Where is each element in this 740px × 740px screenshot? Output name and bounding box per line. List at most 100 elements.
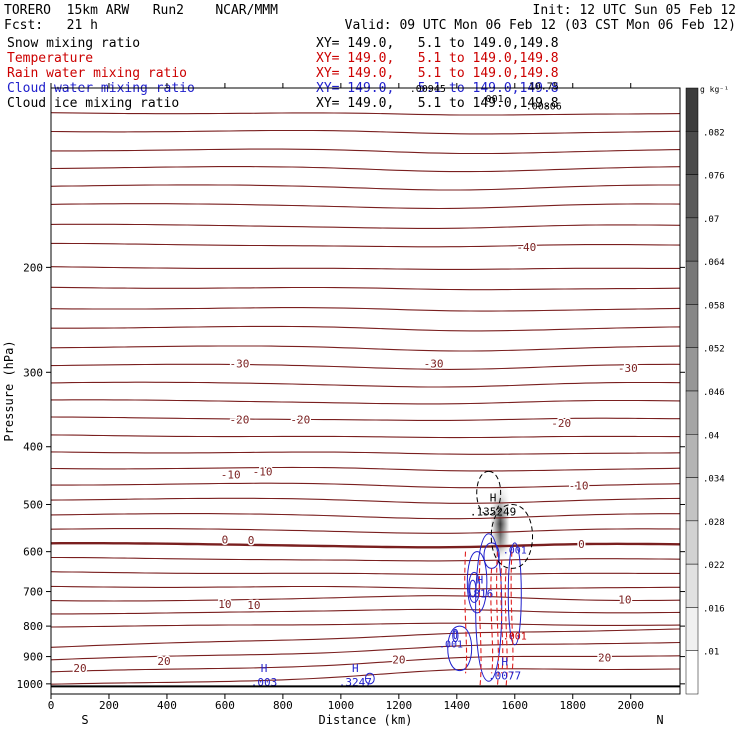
colorbar-swatch [685,131,699,175]
x-tick-label: 1200 [386,699,413,712]
plot-frame [50,87,681,695]
isotherm-label: 20 [157,655,170,668]
y-tick-label: 700 [23,586,43,599]
y-tick-label: 200 [23,261,43,274]
rain-contour [490,568,494,674]
isotherm-label: -20 [551,417,571,430]
colorbar-swatch [685,260,699,305]
colorbar-tick-label: .082 [703,128,725,138]
colorbar-tick-label: .034 [703,475,725,485]
colorbar-swatch [685,347,699,392]
contour-value-label: .00806 [526,102,562,113]
isotherm-line [50,542,681,549]
isotherm-line [50,622,681,628]
rain-contour [510,551,514,674]
x-tick-label: 600 [215,699,235,712]
isotherm-line [50,668,681,685]
isotherm-line [50,628,681,648]
maximum-marker: H [490,492,497,505]
y-tick-label: 900 [23,651,43,664]
colorbar-swatch [685,87,699,132]
cloud-water-contour [453,630,458,640]
isotherm-label: -30 [424,358,444,371]
colorbar-unit: g kg⁻¹ [700,85,729,94]
colorbar-swatch [685,477,699,522]
isotherm-label: 10 [218,598,231,611]
field-xy-snow: XY= 149.0, 5.1 to 149.0,149.8 [316,36,559,51]
isotherm-line [51,608,681,615]
x-tick-label: 1000 [328,699,355,712]
colorbar-tick-label: .058 [703,301,725,311]
rain-contour [500,560,504,674]
isotherm-line [51,242,681,248]
isotherm-line [51,399,681,405]
isotherm-label: -20 [290,413,310,426]
isotherm-label: 10 [618,594,631,607]
isotherm-line [50,434,680,439]
colorbar-tick-label: .052 [703,345,725,355]
isotherm-line [50,184,680,191]
colorbar-swatch [685,217,699,262]
model-title: TORERO 15km ARW Run2 NCAR/MMM [4,3,278,18]
colorbar-swatch [685,434,699,478]
cloud-water-contour [507,542,522,646]
field-xy-cloud-ice: XY= 149.0, 5.1 to 149.0,149.8 [316,96,559,111]
isotherm-label: 20 [73,662,86,675]
isotherm-label: -10 [253,465,273,478]
field-xy-rain: XY= 149.0, 5.1 to 149.0,149.8 [316,66,559,81]
isotherm-line [51,325,681,332]
field-xy-temperature: XY= 149.0, 5.1 to 149.0,149.8 [316,51,559,66]
isotherm-label: -20 [229,413,249,426]
isotherm-label: 0 [248,534,255,547]
colorbar-swatch [685,650,699,695]
colorbar-tick-label: .028 [703,518,725,528]
cloud-water-contour [475,533,503,682]
isotherm-line [50,345,681,352]
maximum-value: .0077 [488,669,521,682]
isotherm-line [50,363,680,370]
x-tick-label: 1400 [444,699,471,712]
x-axis-label: Distance (km) [319,713,413,727]
field-name-cloud-ice: Cloud ice mixing ratio [7,96,180,111]
isotherm-line [51,148,681,155]
snow-shading-edge [491,477,509,563]
field-name-temperature: Temperature [7,51,94,66]
isotherm-label: 20 [392,653,405,666]
isotherm-line [50,655,681,673]
cloud-water-contour [468,571,481,603]
isotherm-label: 0 [222,533,229,546]
cloud-water-contour [452,628,459,643]
isotherm-line [50,571,680,575]
isotherm-line [51,556,681,562]
isotherm-label: -10 [569,480,589,493]
y-axis-label: Pressure (hPa) [2,340,16,441]
isotherm-label: -30 [618,362,638,375]
contour-value-label: .00945 [410,84,446,95]
forecast-hour: Fcst: 21 h [4,18,98,33]
isotherm-line [50,595,681,602]
isotherm-line [50,266,680,270]
colorbar-tick-label: .016 [703,604,725,614]
isotherm-label: -10 [221,468,241,481]
colorbar-tick-label: .01 [703,648,719,658]
isotherm-label: 20 [598,652,611,665]
y-tick-label: 800 [23,620,43,633]
isotherm-line [50,497,681,504]
maximum-value: .135249 [470,506,516,519]
colorbar-tick-label: .076 [703,172,725,182]
colorbar-swatch [685,174,699,219]
isotherm-line [50,112,681,116]
colorbar-swatch [685,390,699,435]
contour-value-label: 10.75 [529,81,559,92]
isotherm-line [51,482,681,489]
colorbar-swatch [685,520,699,565]
isotherm-line [50,513,680,520]
isotherm-line [50,166,681,173]
cloud-water-contour [365,672,375,685]
x-tick-label: 200 [99,699,119,712]
snow-contour [490,503,533,569]
isotherm-label: -40 [516,241,536,254]
isotherm-line [50,585,680,590]
cloud-water-contour [466,551,488,614]
